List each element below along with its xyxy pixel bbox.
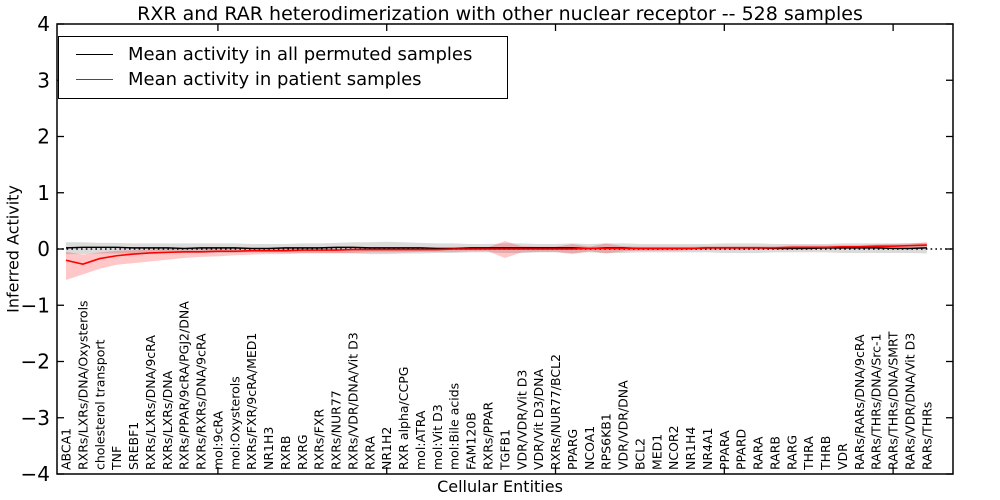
x-tick-label: RARB [767, 436, 782, 470]
x-tick-label: mol:Bile acids [447, 383, 462, 470]
patient-line [65, 244, 927, 266]
x-tick-label: RXRG [295, 434, 310, 470]
x-tick-label: RXRs/NUR77 [329, 390, 344, 470]
x-tick-label: NR1H4 [683, 427, 698, 470]
x-tick-label: RARs/VDR/DNA/Vit D3 [903, 333, 918, 470]
x-tick-label: mol:9cRA [210, 410, 225, 470]
x-tick-label: NR1H3 [261, 427, 276, 470]
y-tick-label: −2 [21, 350, 50, 374]
x-tick-label: BCL2 [632, 438, 647, 470]
x-tick-label: PPARD [734, 429, 749, 470]
x-tick-label: VDR [835, 443, 850, 470]
x-tick-label: cholesterol transport [92, 339, 107, 470]
x-tick-label: RXRs/FXR [312, 409, 327, 470]
y-tick-label: 2 [37, 125, 50, 149]
x-tick-label: RXRB [278, 435, 293, 470]
x-tick-label: PPARG [565, 429, 580, 470]
y-tick-label: −1 [21, 293, 50, 317]
x-tick-label: RXRs/PPAR [481, 402, 496, 470]
chart-title: RXR and RAR heterodimerization with othe… [137, 3, 863, 25]
x-tick-label: VDR/VDR/Vit D3 [514, 370, 529, 470]
x-tick-label: NCOR2 [666, 425, 681, 470]
permuted-line [65, 246, 927, 250]
x-tick-label: NCOA1 [582, 426, 597, 470]
y-tick-label: −3 [21, 406, 50, 430]
y-tick-label: 4 [37, 12, 50, 36]
x-tick-label: RXRs/LXRs/DNA/9cRA [143, 335, 158, 470]
x-tick-label: THRB [818, 436, 833, 471]
patient-line-swatch [76, 79, 113, 80]
x-tick-label: TGFB1 [497, 429, 512, 471]
y-tick-label: 1 [37, 181, 50, 205]
x-tick-label: FAM120B [464, 412, 479, 470]
y-tick-label: 0 [37, 237, 50, 261]
x-tick-label: RXRs/LXRs/DNA [160, 370, 175, 470]
x-tick-label: RXRs/FXR/9cRA/MED1 [244, 333, 259, 470]
x-tick-label: RPS6KB1 [599, 413, 614, 470]
x-tick-label: RARs/THRs [919, 402, 934, 470]
x-tick-label: RXRs/LXRs/DNA/Oxysterols [75, 300, 90, 470]
x-tick-label: RXRA [362, 436, 377, 470]
permuted-line-swatch [76, 54, 113, 55]
legend-label-patient: Mean activity in patient samples [128, 69, 422, 90]
y-tick-label: −4 [21, 462, 50, 486]
x-tick-label: NR1H2 [379, 427, 394, 470]
legend-entry-permuted: Mean activity in all permuted samples [59, 42, 507, 67]
x-tick-label: THRA [801, 436, 816, 471]
x-axis-label: Cellular Entities [437, 477, 563, 496]
x-tick-label: RXRs/PPAR/9cRA/PGJ2/DNA [177, 301, 192, 470]
y-tick-label: 3 [37, 68, 50, 92]
x-tick-label: mol:Oxysterols [227, 376, 242, 470]
x-tick-label: RARs/RARs/DNA/9cRA [852, 334, 867, 470]
x-tick-label: NR4A1 [700, 428, 715, 471]
x-tick-label: VDR/VDR/DNA [616, 380, 631, 470]
x-tick-label: TNF [109, 446, 124, 471]
x-tick-label: RARG [784, 435, 799, 470]
x-tick-label: mol:ATRA [413, 410, 428, 470]
x-tick-label: RXRs/VDR/DNA/Vit D3 [345, 332, 360, 470]
y-axis-label: Inferred Activity [3, 185, 23, 313]
x-tick-label: RARA [751, 436, 766, 470]
x-tick-label: RXRs/RXRs/DNA/9cRA [194, 333, 209, 470]
x-tick-label: RXR alpha/CCPG [396, 367, 411, 470]
x-tick-label: MED1 [649, 434, 664, 470]
x-tick-label: mol:Vit D3 [430, 404, 445, 470]
x-tick-label: SREBF1 [126, 422, 141, 470]
x-tick-label: RARs/THRs/DNA/Src-1 [869, 334, 884, 470]
x-tick-label: PPARA [717, 430, 732, 470]
x-tick-label: RXRs/NUR77/BCL2 [548, 354, 563, 470]
x-tick-label: ABCA1 [59, 428, 74, 470]
legend-label-permuted: Mean activity in all permuted samples [128, 44, 473, 65]
legend: Mean activity in all permuted samples Me… [58, 36, 508, 99]
x-tick-label: VDR/Vit D3/DNA [531, 369, 546, 470]
legend-entry-patient: Mean activity in patient samples [59, 67, 507, 92]
x-tick-label: RARs/THRs/DNA/SMRT [886, 331, 901, 470]
